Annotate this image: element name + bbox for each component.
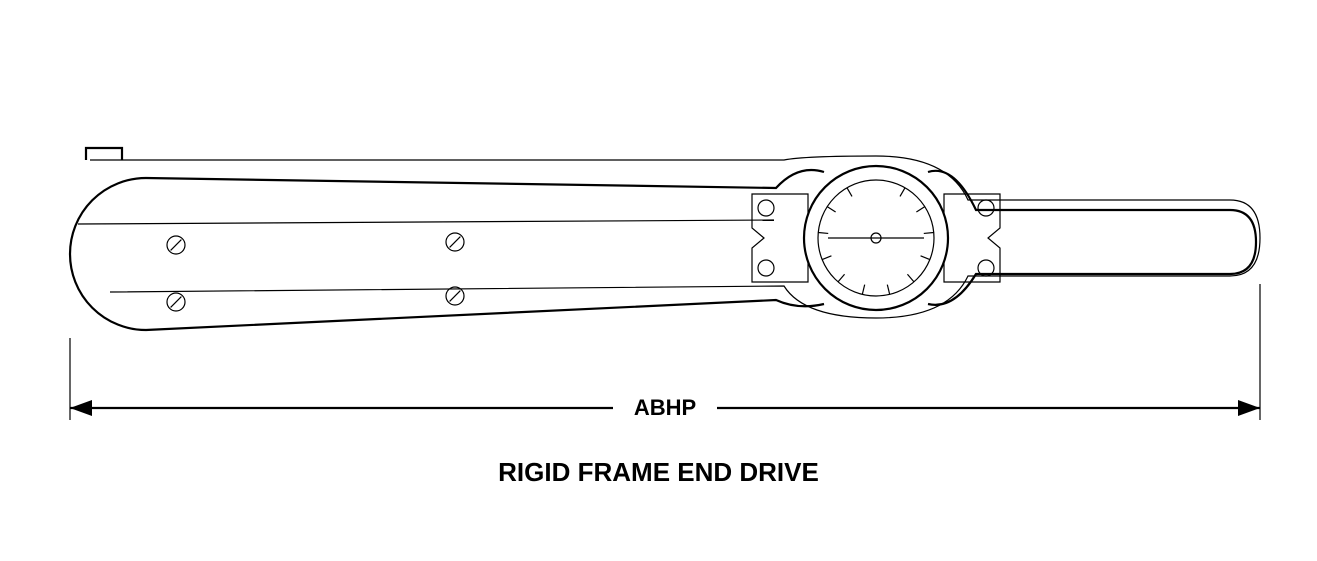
dimension-label: ABHP [613, 395, 717, 421]
diagram-title: RIGID FRAME END DRIVE [0, 457, 1317, 488]
diagram-canvas: ABHP RIGID FRAME END DRIVE [0, 0, 1317, 556]
